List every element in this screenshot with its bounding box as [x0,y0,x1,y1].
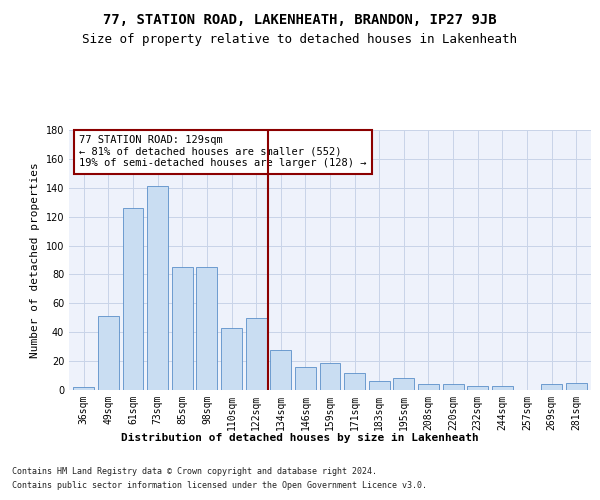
Text: Contains HM Land Registry data © Crown copyright and database right 2024.: Contains HM Land Registry data © Crown c… [12,468,377,476]
Bar [492,386,513,390]
Bar [443,384,464,390]
Bar [245,318,266,390]
Bar [147,186,168,390]
Bar [369,382,390,390]
Text: Distribution of detached houses by size in Lakenheath: Distribution of detached houses by size … [121,432,479,442]
Text: 77 STATION ROAD: 129sqm
← 81% of detached houses are smaller (552)
19% of semi-d: 77 STATION ROAD: 129sqm ← 81% of detache… [79,135,367,168]
Bar [320,362,340,390]
Bar [418,384,439,390]
Bar [344,372,365,390]
Bar [98,316,119,390]
Bar [295,367,316,390]
Bar [196,267,217,390]
Bar [122,208,143,390]
Bar [467,386,488,390]
Bar [172,267,193,390]
Text: Size of property relative to detached houses in Lakenheath: Size of property relative to detached ho… [83,32,517,46]
Bar [73,387,94,390]
Bar [270,350,291,390]
Bar [221,328,242,390]
Bar [541,384,562,390]
Bar [566,383,587,390]
Text: Contains public sector information licensed under the Open Government Licence v3: Contains public sector information licen… [12,481,427,490]
Y-axis label: Number of detached properties: Number of detached properties [30,162,40,358]
Text: 77, STATION ROAD, LAKENHEATH, BRANDON, IP27 9JB: 77, STATION ROAD, LAKENHEATH, BRANDON, I… [103,12,497,26]
Bar [394,378,415,390]
